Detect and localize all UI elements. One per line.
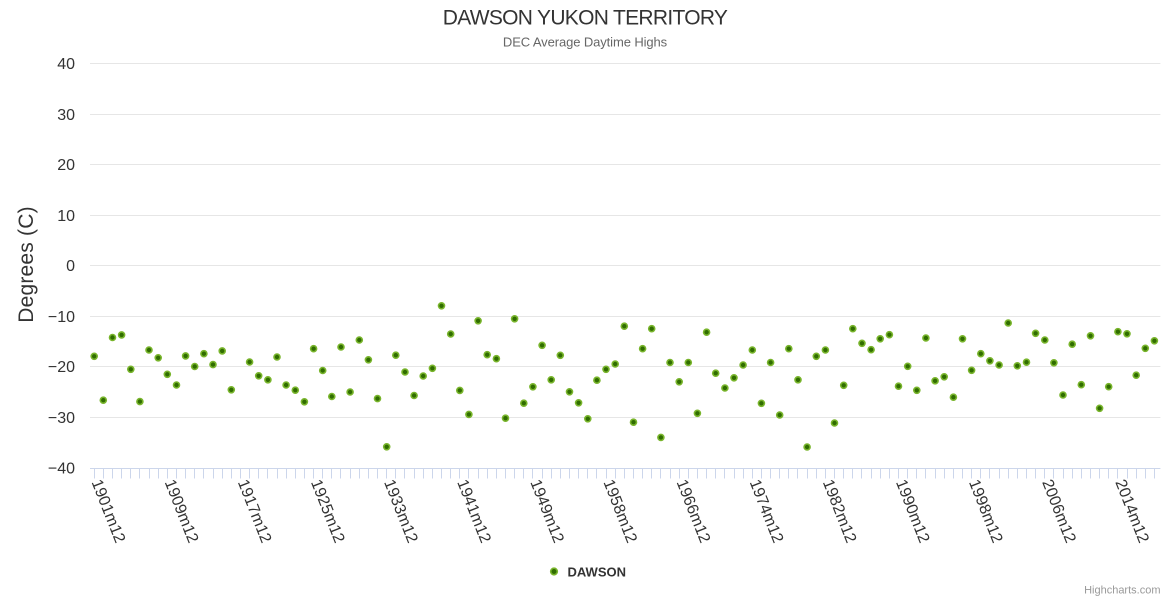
svg-text:−20: −20 xyxy=(48,359,75,376)
svg-text:40: 40 xyxy=(57,56,75,73)
svg-text:−40: −40 xyxy=(48,460,75,477)
svg-text:0: 0 xyxy=(66,258,75,275)
svg-text:DAWSON: DAWSON xyxy=(568,565,627,580)
svg-text:20: 20 xyxy=(57,157,75,174)
svg-text:−10: −10 xyxy=(48,309,75,326)
svg-text:30: 30 xyxy=(57,107,75,124)
svg-text:10: 10 xyxy=(57,208,75,225)
svg-text:−30: −30 xyxy=(48,410,75,427)
svg-text:DEC Average Daytime Highs: DEC Average Daytime Highs xyxy=(503,34,668,49)
svg-text:Highcharts.com: Highcharts.com xyxy=(1084,585,1160,597)
svg-text:Degrees (C): Degrees (C) xyxy=(15,206,38,323)
svg-text:DAWSON YUKON TERRITORY: DAWSON YUKON TERRITORY xyxy=(443,6,728,29)
